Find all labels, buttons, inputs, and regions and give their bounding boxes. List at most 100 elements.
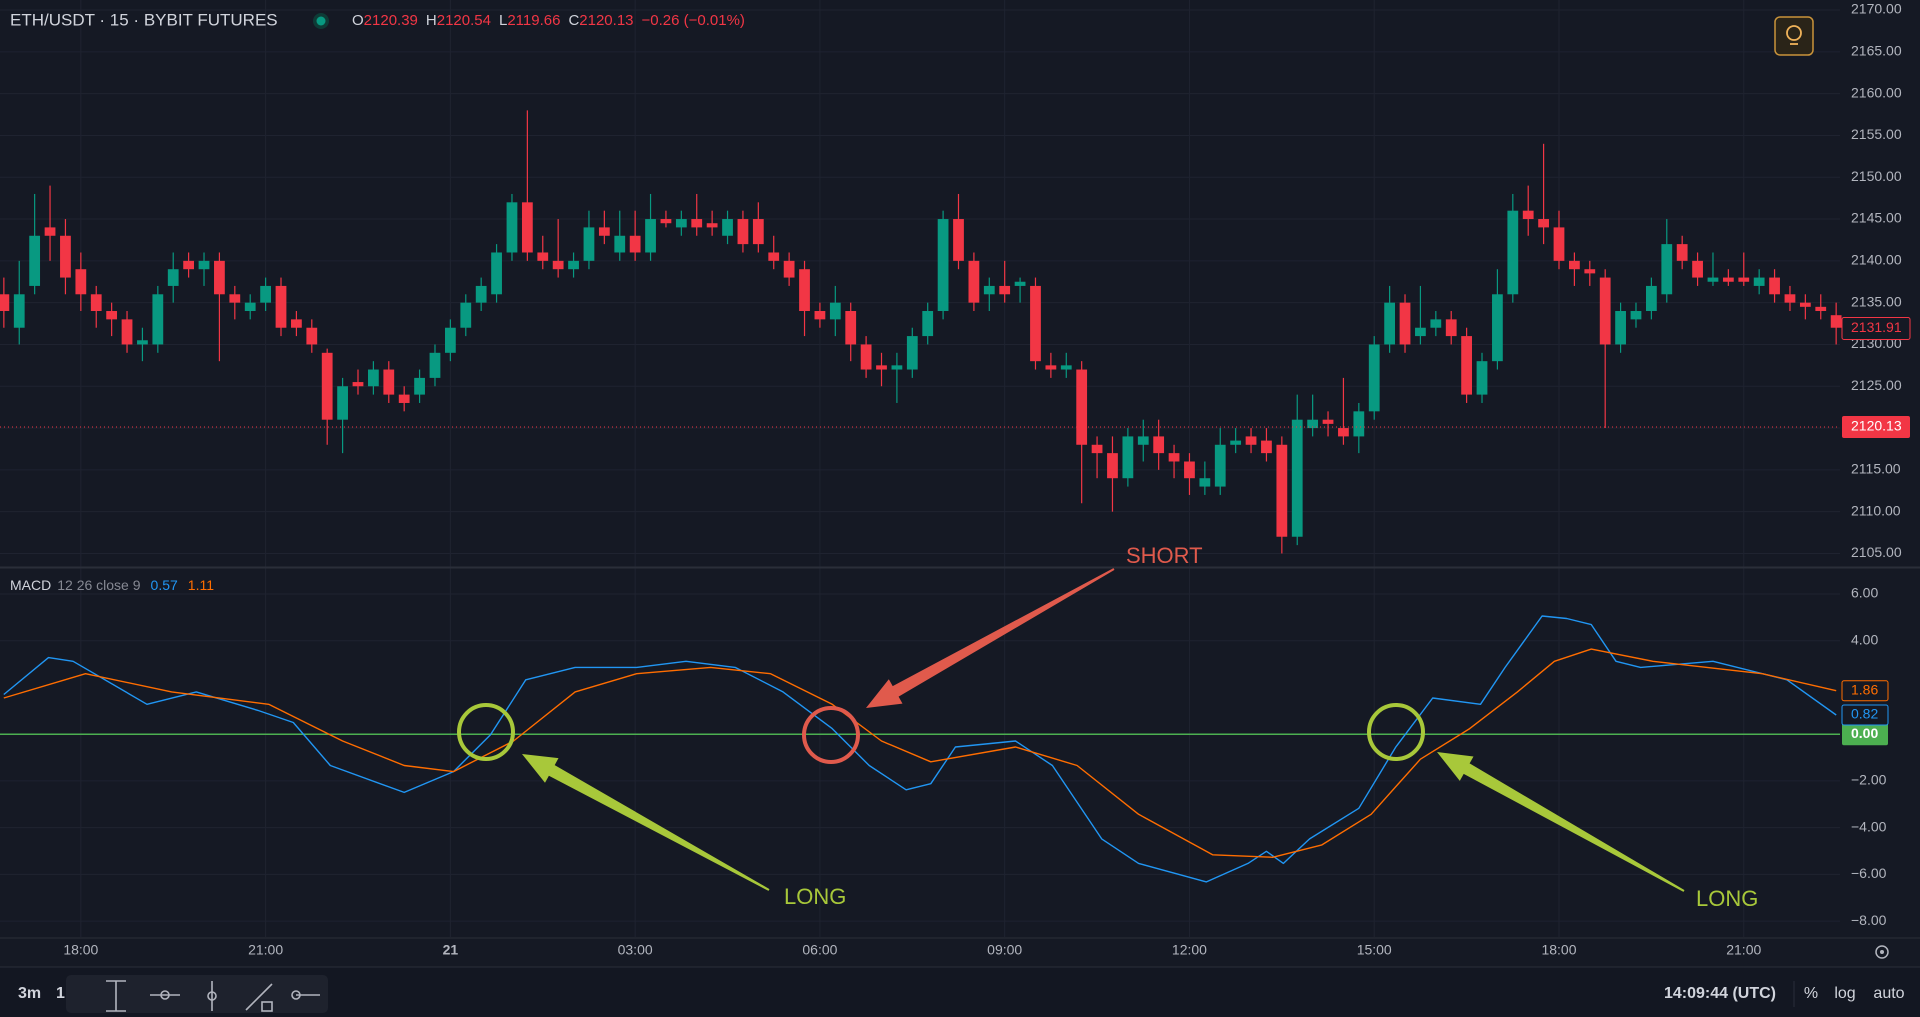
last-value-tag bbox=[1841, 704, 1889, 726]
candle-body bbox=[475, 285, 487, 303]
macd-legend-value: 1.11 bbox=[188, 577, 214, 593]
y-tick-label: −6.00 bbox=[1851, 865, 1887, 881]
zero-tag bbox=[1842, 723, 1888, 746]
percent-toggle[interactable]: % bbox=[1804, 985, 1818, 1002]
candle-body bbox=[1107, 453, 1118, 479]
annotation-circle bbox=[1367, 703, 1425, 761]
candle-body bbox=[614, 235, 626, 253]
candle-body bbox=[1522, 210, 1534, 220]
candle-body bbox=[1153, 436, 1165, 454]
candle-body bbox=[1507, 210, 1519, 295]
tool-trend[interactable] bbox=[245, 983, 273, 1011]
candle-body bbox=[44, 227, 56, 236]
marks-layer bbox=[0, 110, 1842, 883]
annotation-circle bbox=[802, 706, 860, 764]
candle-body bbox=[983, 285, 995, 295]
ohlc-key: L bbox=[499, 12, 507, 29]
log-toggle[interactable]: log bbox=[1834, 985, 1855, 1002]
candle-body bbox=[1707, 277, 1719, 282]
candle-body bbox=[568, 260, 579, 270]
candle-body bbox=[876, 365, 887, 370]
candle-body bbox=[1399, 302, 1411, 345]
candle-body bbox=[1091, 444, 1103, 454]
auto-toggle[interactable]: auto bbox=[1873, 985, 1904, 1002]
candle-body bbox=[1692, 260, 1703, 278]
candle-body bbox=[1615, 311, 1626, 345]
tool-text[interactable] bbox=[106, 980, 126, 1012]
candle-body bbox=[922, 311, 934, 337]
candle-body bbox=[891, 365, 903, 370]
candle-body bbox=[1584, 269, 1596, 274]
range-button[interactable]: 1 bbox=[56, 985, 65, 1002]
candle-body bbox=[152, 294, 164, 345]
idea-button[interactable] bbox=[1774, 16, 1814, 56]
bulb-icon bbox=[1786, 25, 1802, 41]
candle-body bbox=[691, 219, 703, 228]
candle-body bbox=[1030, 285, 1041, 362]
candle-body bbox=[1168, 453, 1180, 462]
candle-body bbox=[60, 235, 71, 278]
settings-icon[interactable] bbox=[1875, 945, 1889, 959]
candle-body bbox=[1569, 260, 1580, 270]
candle-body bbox=[1291, 419, 1303, 537]
candle-body bbox=[706, 223, 718, 228]
x-tick-label: 06:00 bbox=[802, 942, 837, 958]
candle-body bbox=[1214, 444, 1226, 487]
candle-body bbox=[491, 252, 502, 295]
annotation-label: LONG bbox=[1696, 886, 1758, 911]
candle-body bbox=[953, 219, 964, 261]
candle-body bbox=[1599, 277, 1611, 345]
candle-body bbox=[1060, 365, 1072, 370]
ohlc-value: 2120.54 bbox=[437, 12, 491, 29]
macd-legend-value: 0.57 bbox=[151, 577, 178, 593]
ohlc-change: −0.26 (−0.01%) bbox=[642, 12, 745, 29]
range-button[interactable]: 3m bbox=[18, 985, 41, 1002]
candle-body bbox=[1784, 294, 1796, 303]
candle-body bbox=[660, 219, 672, 224]
candle-body bbox=[829, 302, 841, 320]
y-tick-label: 4.00 bbox=[1851, 631, 1878, 647]
candle-body bbox=[583, 227, 595, 261]
candle-body bbox=[1076, 369, 1088, 445]
last-value-tag bbox=[1841, 680, 1889, 702]
x-tick-label: 12:00 bbox=[1172, 942, 1207, 958]
candle-body bbox=[368, 369, 379, 387]
candle-body bbox=[968, 260, 980, 303]
y-tick-label: 2165.00 bbox=[1851, 43, 1902, 59]
ohlc-value: 2120.39 bbox=[364, 12, 418, 29]
candle-body bbox=[1553, 227, 1565, 261]
y-tick-label: 2150.00 bbox=[1851, 168, 1902, 184]
candle-body bbox=[0, 294, 10, 312]
candle-body bbox=[1307, 419, 1319, 429]
tool-hline-dot bbox=[291, 990, 301, 1000]
candle-body bbox=[214, 260, 225, 295]
x-tick-label: 21:00 bbox=[248, 942, 283, 958]
macd-params: 12 26 close 9 bbox=[57, 577, 140, 593]
annotation-arrow bbox=[866, 568, 1115, 708]
annotation-circle bbox=[457, 703, 515, 761]
ohlc-value: 2120.13 bbox=[579, 12, 633, 29]
ohlc-legend: O2120.39 H2120.54 L2119.66 C2120.13 −0.26 (−… bbox=[352, 12, 745, 29]
candle-body bbox=[1830, 315, 1842, 328]
candle-body bbox=[121, 319, 133, 345]
candle-body bbox=[1753, 277, 1765, 286]
x-tick-label: 21:00 bbox=[1726, 942, 1761, 958]
candle-body bbox=[414, 377, 425, 395]
ohlc-key: C bbox=[568, 12, 579, 29]
candle-body bbox=[1815, 306, 1827, 312]
candle-body bbox=[629, 235, 641, 253]
candle-body bbox=[75, 269, 87, 295]
candle-body bbox=[167, 269, 179, 286]
y-tick-label: 2135.00 bbox=[1851, 293, 1902, 309]
y-tick-label: 2140.00 bbox=[1851, 252, 1902, 268]
annotation-label: SHORT bbox=[1126, 543, 1203, 568]
ohlc-key: H bbox=[426, 12, 437, 29]
candle-body bbox=[106, 311, 118, 320]
candle-body bbox=[291, 319, 302, 328]
x-tick-label: 18:00 bbox=[1541, 942, 1576, 958]
overlay-layer: 2105.002110.002115.002120.002125.002130.… bbox=[63, 1, 1911, 958]
y-tick-label: −8.00 bbox=[1851, 912, 1887, 928]
